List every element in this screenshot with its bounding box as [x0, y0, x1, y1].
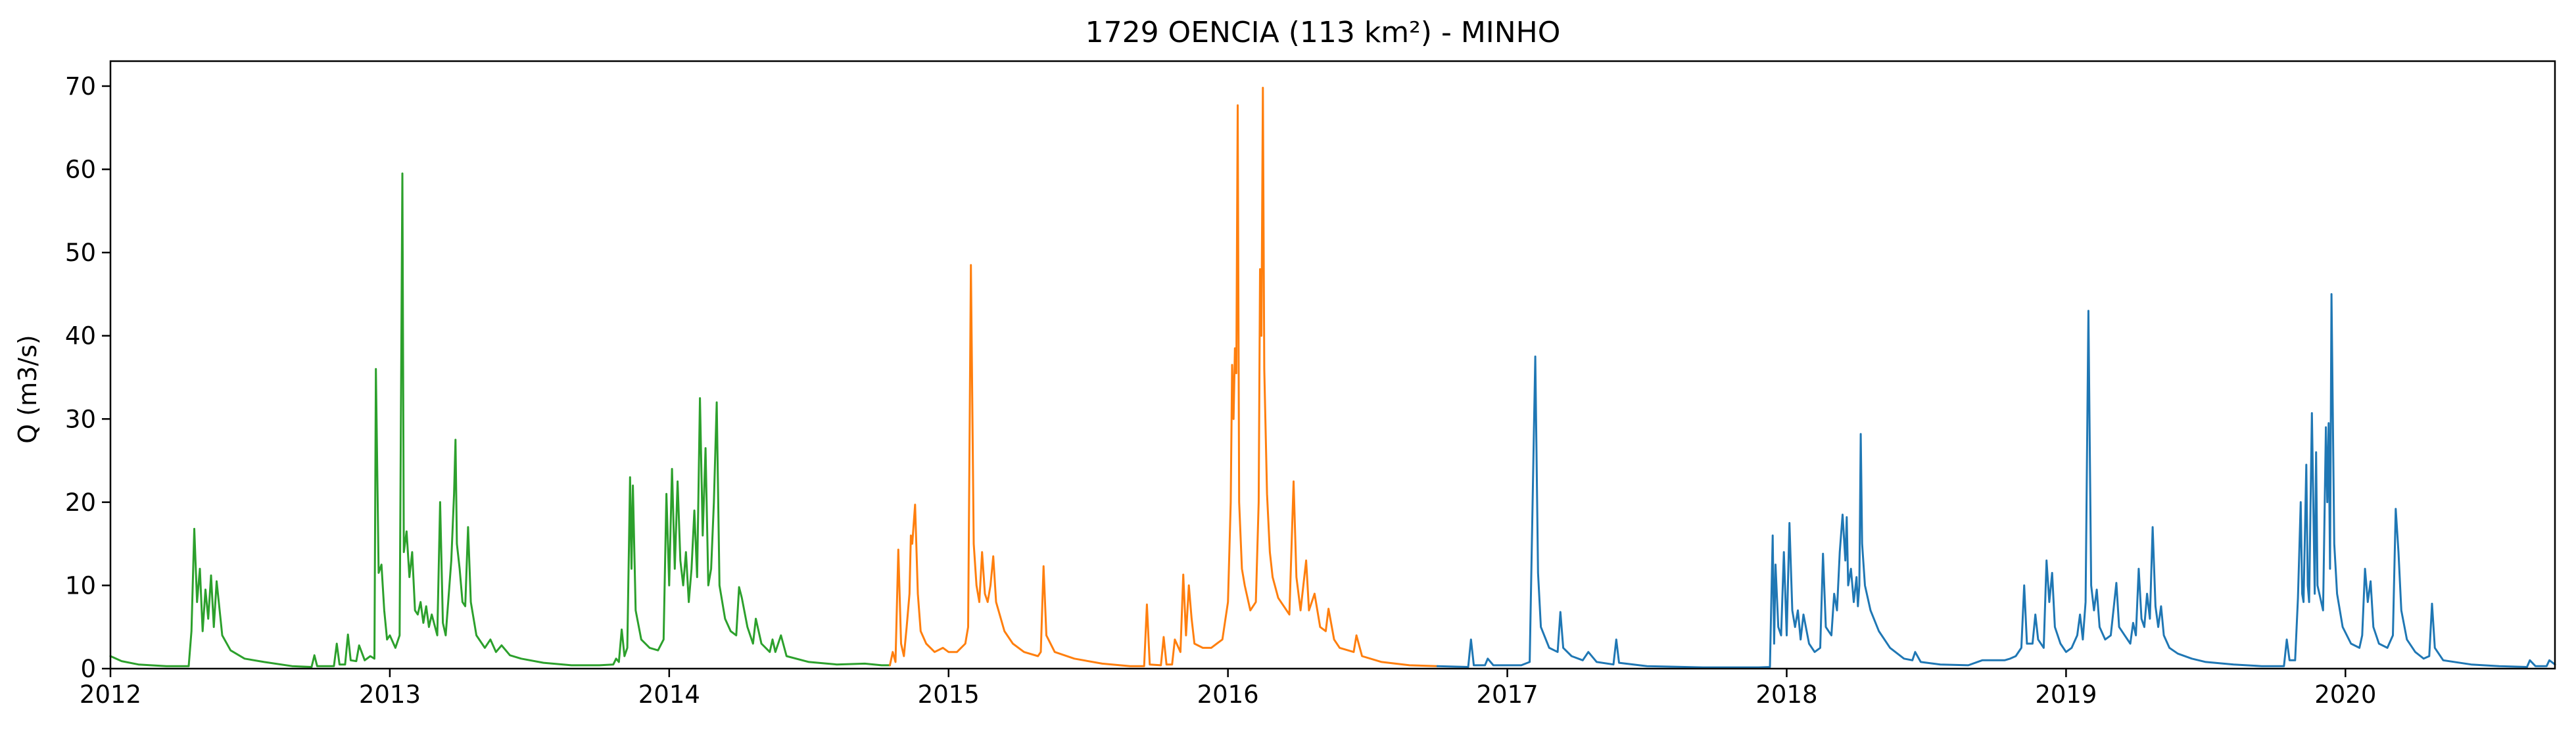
y-tick-label: 50: [65, 239, 96, 267]
series-line-1: [109, 172, 891, 668]
x-tick-label: 2015: [918, 680, 980, 709]
plot-frame: [109, 60, 2556, 670]
series-line-2: [889, 87, 1439, 667]
y-axis-ticks: 0 10 20 30 40 50 60 70: [65, 72, 110, 683]
x-tick-label: 2013: [359, 680, 421, 709]
x-tick-label: 2018: [1755, 680, 1817, 709]
x-tick-label: 2020: [2314, 680, 2376, 709]
x-tick-label: 2012: [80, 680, 141, 709]
series-layer: [109, 87, 2556, 669]
y-tick-label: 10: [65, 571, 96, 600]
x-tick-label: 2017: [1476, 680, 1538, 709]
y-tick-label: 0: [80, 655, 96, 683]
chart-title: 1729 OENCIA (113 km²) - MINHO: [1085, 16, 1561, 49]
y-tick-label: 60: [65, 156, 96, 184]
y-axis-label: Q (m3/s): [13, 335, 42, 443]
y-tick-label: 40: [65, 322, 96, 350]
series-line-3: [1436, 293, 2556, 669]
x-tick-label: 2016: [1197, 680, 1259, 709]
y-tick-label: 20: [65, 488, 96, 517]
x-axis-ticks: 2012 2013 2014 2015 2016 2017 2018 2019 2020: [80, 669, 2376, 709]
y-tick-label: 70: [65, 72, 96, 101]
x-tick-label: 2014: [638, 680, 700, 709]
x-tick-label: 2019: [2035, 680, 2097, 709]
y-tick-label: 30: [65, 405, 96, 433]
